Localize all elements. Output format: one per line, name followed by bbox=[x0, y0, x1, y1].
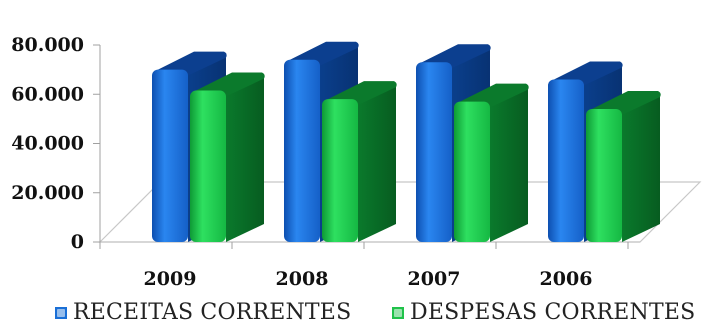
x-tick-label: 2008 bbox=[276, 268, 329, 290]
legend-item-despesas: DESPESAS CORRENTES bbox=[392, 300, 695, 323]
x-axis-labels: 2009 2008 2007 2006 bbox=[144, 268, 593, 290]
bar-despesas-2006-side bbox=[622, 95, 660, 243]
bar-despesas-2007 bbox=[454, 83, 529, 242]
y-tick-label: 0 bbox=[71, 231, 84, 253]
legend-swatch-blue bbox=[55, 306, 67, 319]
y-axis: 0 20.000 40.000 60.000 80.000 bbox=[11, 34, 629, 253]
x-tick-label: 2007 bbox=[408, 268, 461, 290]
legend-item-receitas: RECEITAS CORRENTES bbox=[55, 300, 351, 323]
y-tick-label: 60.000 bbox=[11, 83, 84, 105]
bar-receitas-2007-front bbox=[416, 62, 452, 242]
bar-receitas-2008-front bbox=[284, 59, 320, 243]
bar-receitas-2006-front bbox=[548, 79, 584, 242]
legend-swatch-green bbox=[392, 306, 404, 319]
bar-despesas-2006 bbox=[586, 91, 661, 243]
y-tick-label: 20.000 bbox=[11, 182, 84, 204]
y-tick-label: 40.000 bbox=[11, 133, 84, 155]
bar-despesas-2008 bbox=[322, 81, 397, 242]
bar-despesas-2007-side bbox=[490, 87, 528, 242]
bar-despesas-2007-front bbox=[454, 101, 490, 242]
bar-despesas-2006-front bbox=[586, 109, 622, 243]
bar-despesas-2008-side bbox=[358, 85, 396, 242]
bar-despesas-2009 bbox=[190, 72, 265, 243]
legend: RECEITAS CORRENTES DESPESAS CORRENTES bbox=[0, 296, 713, 323]
bar-despesas-2009-front bbox=[190, 90, 226, 243]
bar-receitas-2009-front bbox=[152, 69, 188, 242]
bar-despesas-2008-front bbox=[322, 99, 358, 242]
bars-group bbox=[152, 41, 661, 243]
x-tick-label: 2006 bbox=[540, 268, 593, 290]
legend-label-receitas: RECEITAS CORRENTES bbox=[73, 300, 352, 323]
legend-label-despesas: DESPESAS CORRENTES bbox=[410, 300, 696, 323]
y-tick-label: 80.000 bbox=[11, 34, 84, 56]
x-tick-label: 2009 bbox=[144, 268, 197, 290]
bar-despesas-2009-side bbox=[226, 76, 264, 243]
